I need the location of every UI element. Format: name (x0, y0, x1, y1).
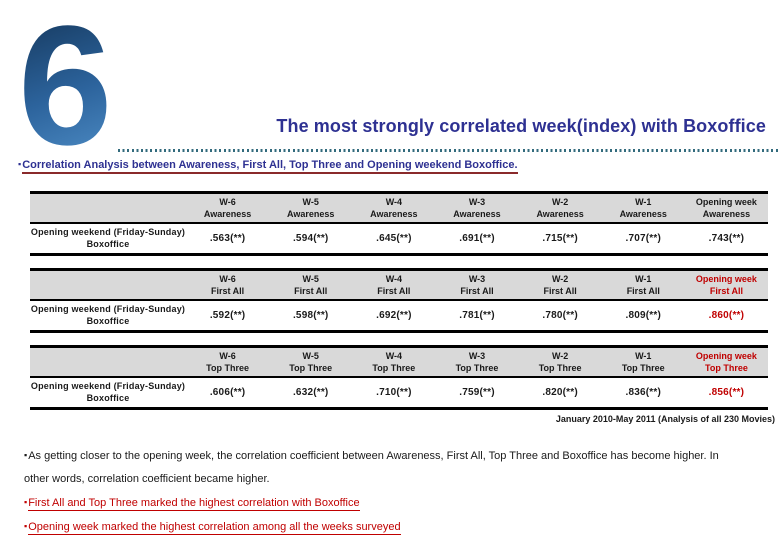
table-header-cell: W-3 Top Three (435, 346, 519, 378)
summary-bullets: ▪As getting closer to the opening week, … (24, 444, 730, 539)
bullet-item-first-all-top-three: ▪First All and Top Three marked the high… (24, 491, 730, 515)
table-value-cell: .715(**) (542, 232, 578, 244)
table-header-cell: W-4 Awareness (352, 192, 436, 224)
table-header-blank-cell (30, 192, 186, 224)
table-value-cell: .563(**) (209, 232, 246, 244)
table-header-cell: W-3 Awareness (435, 192, 519, 224)
table-header-cell: W-1 First All (601, 269, 685, 301)
table-data-row: Opening weekend (Friday-Sunday) Boxoffice… (30, 377, 768, 409)
table-header-cell: W-1 Awareness (601, 192, 685, 224)
table-header-cell: Opening week Awareness (684, 192, 768, 224)
bullet-text: First All and Top Three marked the highe… (28, 497, 360, 511)
table-value-cell: .598(**) (292, 309, 329, 321)
table-value-cell: .707(**) (625, 232, 662, 244)
footnote: January 2010-May 2011 (Analysis of all 2… (555, 414, 775, 424)
table-header-cell: W-2 First All (518, 269, 602, 301)
table-row-label: Opening weekend (Friday-Sunday) Boxoffice (30, 304, 186, 327)
table-header-cell: W-5 First All (269, 269, 353, 301)
title-dotted-rule (118, 149, 779, 152)
table-header-row: W-6 First All W-5 First All W-4 First All W-3 F… (30, 269, 768, 301)
table-header-cell: Opening week First All (684, 269, 768, 301)
bullet-square-icon: ▪ (24, 450, 28, 460)
bullet-square-icon: ▪ (24, 521, 28, 531)
table-header-cell: W-6 Top Three (186, 346, 270, 378)
table-value-cell: .645(**) (376, 232, 412, 244)
correlation-table-top-three: W-6 Top Three W-5 Top Three W-4 Top Three W-3 T… (30, 345, 768, 410)
table-header-row: W-6 Awareness W-5 Awareness W-4 Awareness W-3 A… (30, 192, 768, 224)
bullet-item-conclusion: ▪As getting closer to the opening week, … (24, 444, 730, 491)
correlation-tables: W-6 Awareness W-5 Awareness W-4 Awareness W-3 A… (30, 191, 768, 422)
bullet-square-icon: ▪ (18, 159, 22, 169)
table-header-cell: W-6 First All (186, 269, 270, 301)
bullet-square-icon: ▪ (24, 497, 28, 507)
table-value-cell: .710(**) (376, 386, 412, 398)
table-header-cell: W-1 Top Three (601, 346, 685, 378)
subtitle-text: Correlation Analysis between Awareness, … (22, 159, 518, 174)
table-header-cell: W-5 Awareness (269, 192, 353, 224)
table-value-cell: .781(**) (459, 309, 495, 321)
bullet-text: Opening week marked the highest correlat… (28, 521, 401, 535)
table-value-cell: .743(**) (708, 232, 745, 244)
table-value-cell: .809(**) (625, 309, 662, 321)
table-row-label: Opening weekend (Friday-Sunday) Boxoffice (30, 381, 186, 404)
table-value-cell: .856(**) (708, 386, 745, 398)
table-header-cell: W-4 First All (352, 269, 436, 301)
table-header-cell: W-2 Awareness (518, 192, 602, 224)
page-title: The most strongly correlated week(index)… (276, 116, 766, 136)
table-value-cell: .820(**) (542, 386, 578, 398)
table-value-cell: .860(**) (708, 309, 745, 321)
table-header-cell: W-5 Top Three (269, 346, 353, 378)
table-value-cell: .606(**) (209, 386, 246, 398)
table-value-cell: .692(**) (376, 309, 412, 321)
table-value-cell: .759(**) (459, 386, 495, 398)
table-header-cell: W-2 Top Three (518, 346, 602, 378)
table-value-cell: .836(**) (625, 386, 662, 398)
bullet-item-opening-week: ▪Opening week marked the highest correla… (24, 515, 730, 539)
table-header-blank-cell (30, 346, 186, 378)
bullet-text: As getting closer to the opening week, t… (24, 450, 719, 485)
table-header-cell: Opening week Top Three (684, 346, 768, 378)
table-value-cell: .632(**) (292, 386, 329, 398)
table-value-cell: .691(**) (459, 232, 495, 244)
table-row-label: Opening weekend (Friday-Sunday) Boxoffice (30, 227, 186, 250)
table-value-cell: .594(**) (292, 232, 329, 244)
table-data-row: Opening weekend (Friday-Sunday) Boxoffice… (30, 223, 768, 255)
table-header-row: W-6 Top Three W-5 Top Three W-4 Top Three W-3 T… (30, 346, 768, 378)
table-header-cell: W-6 Awareness (186, 192, 270, 224)
correlation-table-first-all: W-6 First All W-5 First All W-4 First All W-3 F… (30, 268, 768, 333)
subtitle: ▪Correlation Analysis between Awareness,… (18, 159, 518, 174)
slide-number: 6 (18, 0, 113, 181)
table-value-cell: .592(**) (209, 309, 246, 321)
table-header-cell: W-4 Top Three (352, 346, 436, 378)
table-value-cell: .780(**) (542, 309, 578, 321)
table-header-cell: W-3 First All (435, 269, 519, 301)
table-header-blank-cell (30, 269, 186, 301)
table-data-row: Opening weekend (Friday-Sunday) Boxoffice… (30, 300, 768, 332)
correlation-table-awareness: W-6 Awareness W-5 Awareness W-4 Awareness W-3 A… (30, 191, 768, 256)
